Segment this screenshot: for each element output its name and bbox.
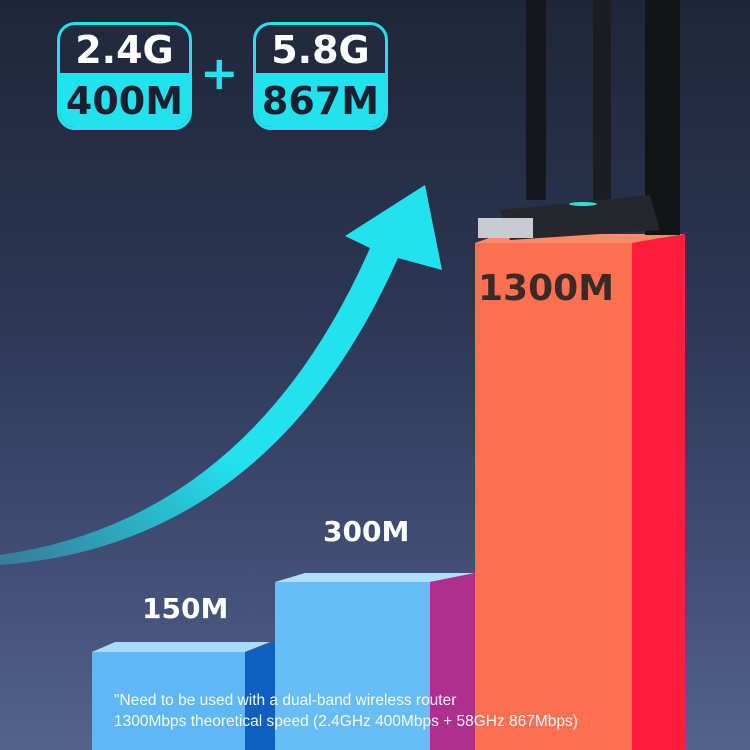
bar-1300m-side [632, 234, 685, 750]
bar-1300m-front [475, 243, 632, 750]
bar-150m-side [245, 642, 275, 750]
band-badge-2-4g: 2.4G 400M [57, 22, 192, 130]
bar-150m-top [92, 642, 270, 652]
bar-150m-front [92, 652, 245, 750]
band-label: 5.8G [271, 28, 370, 72]
bar-300m-side [430, 573, 475, 750]
bar-300m-top [275, 573, 475, 582]
band-badge-5-8g: 5.8G 867M [253, 22, 388, 130]
footnote-line: 1300Mbps theoretical speed (2.4GHz 400Mb… [114, 713, 578, 730]
plus-sign: + [200, 46, 239, 100]
bar-label-150m: 150M [142, 592, 229, 625]
band-speed: 867M [256, 73, 385, 127]
band-speed: 400M [60, 73, 189, 127]
bar-300m-front [275, 582, 430, 750]
band-label: 2.4G [75, 28, 174, 72]
footnote-line: "Need to be used with a dual-band wirele… [114, 692, 457, 709]
footnote: "Need to be used with a dual-band wirele… [114, 690, 578, 732]
bar-label-300m: 300M [323, 515, 410, 548]
usb-wifi-adapter-icon [478, 0, 680, 240]
curved-up-arrow-icon [0, 185, 442, 565]
bar-label-1300m: 1300M [478, 268, 615, 309]
